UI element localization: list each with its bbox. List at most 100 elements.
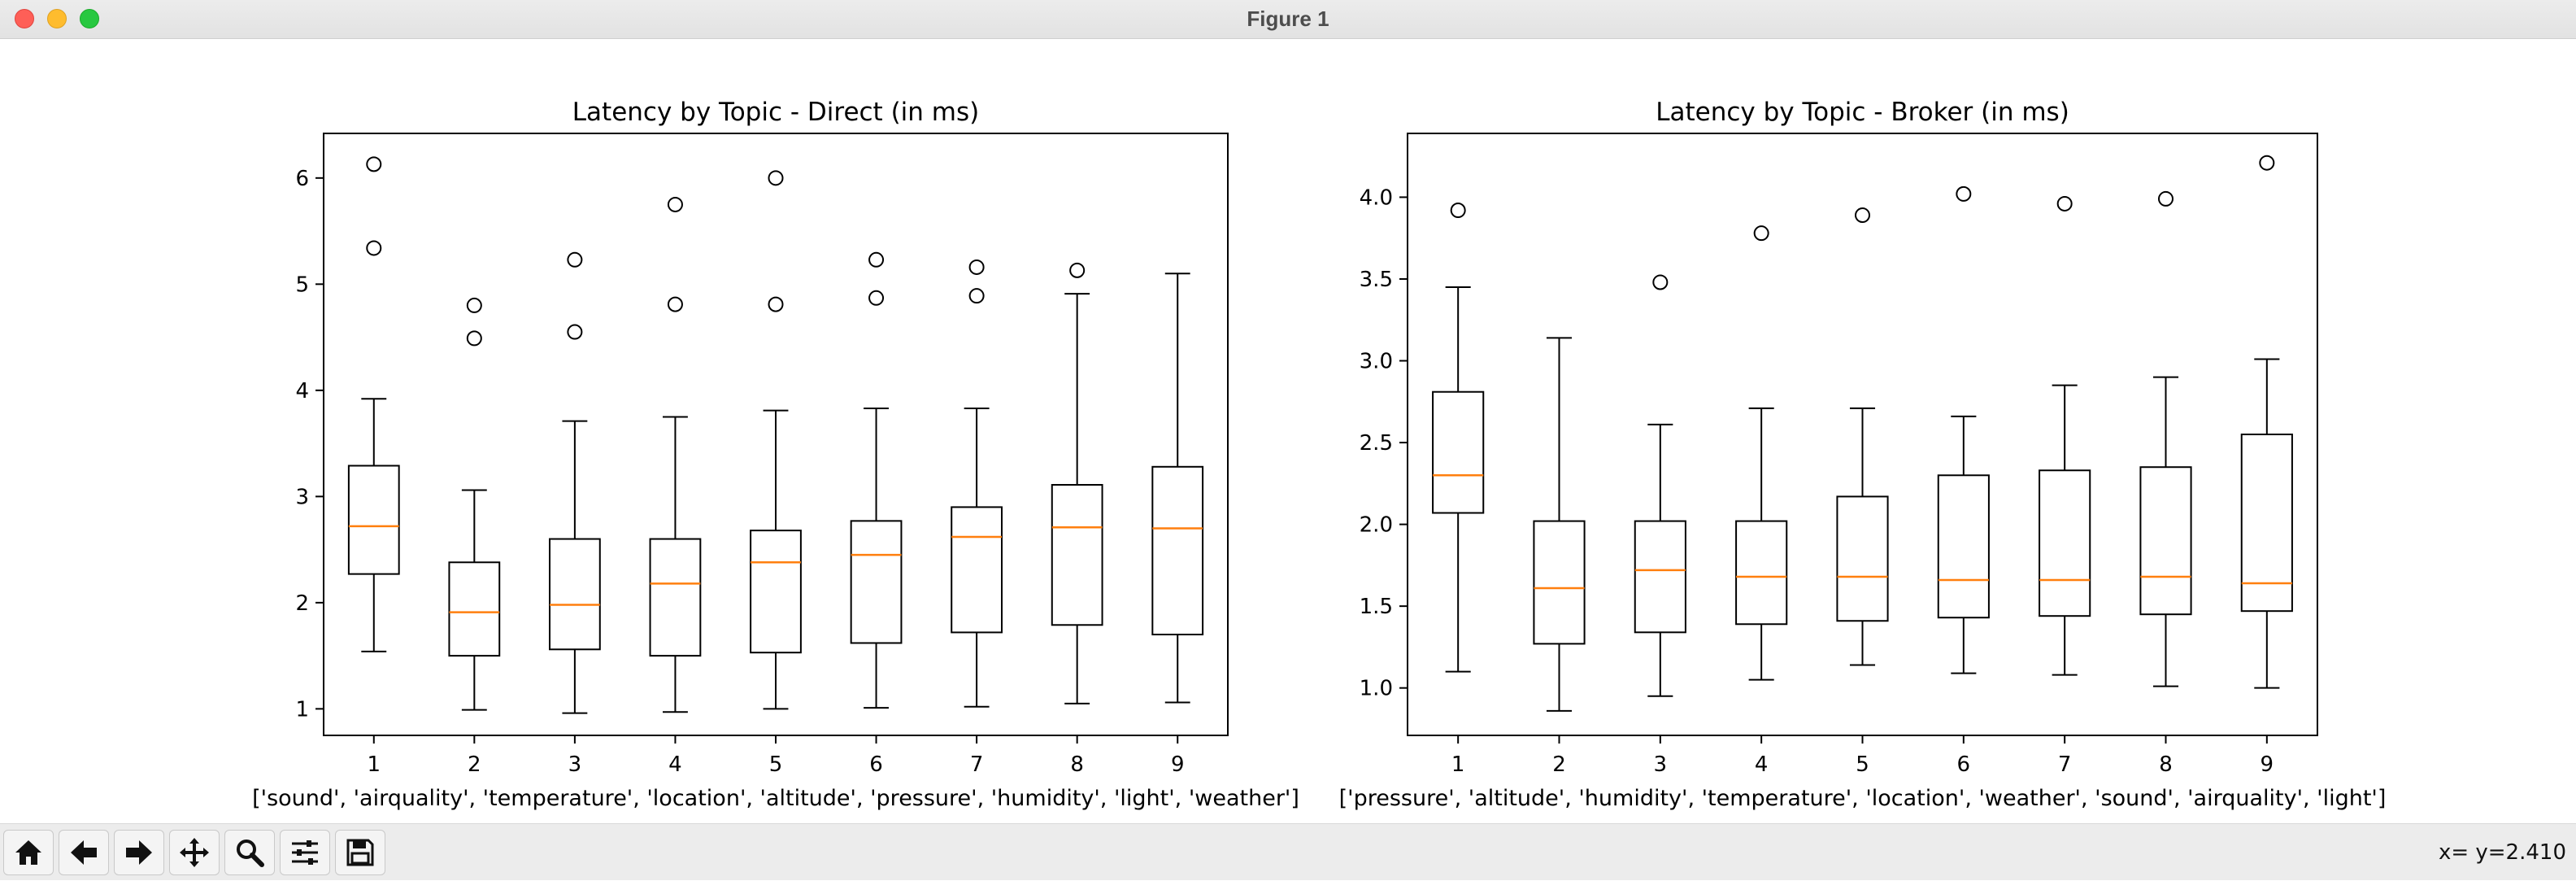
box-9 (2240, 155, 2293, 689)
box-iqr (2039, 469, 2091, 617)
x-tick-label: 7 (2058, 752, 2072, 777)
figure-canvas[interactable]: Latency by Topic - Direct (in ms) 1 2 3 4 5 6 1… (0, 39, 2576, 823)
box-iqr (1937, 474, 1990, 619)
box-iqr (750, 530, 802, 654)
window-title: Figure 1 (1247, 7, 1329, 31)
box-3 (1634, 274, 1686, 697)
chart-title: Latency by Topic - Direct (in ms) (572, 98, 979, 127)
x-tick-label: 3 (1654, 752, 1668, 777)
x-tick-label: 6 (1957, 752, 1971, 777)
save-button[interactable] (335, 830, 385, 875)
box-7 (2039, 195, 2091, 676)
navigation-toolbar: x= y=2.410 (0, 823, 2576, 880)
y-tick-label: 3.5 (1360, 268, 1393, 292)
outlier-point (2259, 155, 2275, 171)
x-tick-label: 8 (2159, 752, 2173, 777)
x-tick-label: 8 (1070, 752, 1084, 777)
x-axis-label: ['pressure', 'altitude', 'humidity', 'te… (1339, 786, 2387, 811)
outlier-point (768, 170, 784, 186)
window-titlebar: Figure 1 (0, 0, 2576, 39)
box-iqr (448, 561, 501, 657)
back-button[interactable] (59, 830, 109, 875)
x-tick-label: 7 (970, 752, 984, 777)
minimize-window-button[interactable] (47, 9, 67, 28)
x-tick-label: 4 (1755, 752, 1769, 777)
box-2 (1533, 337, 1586, 712)
x-tick-label: 9 (2261, 752, 2274, 777)
x-tick-label: 1 (368, 752, 381, 777)
x-tick-label: 2 (1552, 752, 1566, 777)
axes-1: Latency by Topic - Direct (in ms) 1 2 3 4 5 6 1… (252, 98, 1299, 811)
y-tick-label: 2.0 (1360, 513, 1393, 538)
box-4 (649, 196, 702, 713)
y-tick-label: 2 (295, 591, 309, 616)
zoom-icon (237, 840, 264, 867)
home-icon (15, 840, 41, 865)
outlier-point (2056, 195, 2073, 212)
outlier-point (1956, 185, 1972, 202)
box-5 (1836, 207, 1889, 666)
chart-title: Latency by Topic - Broker (in ms) (1656, 98, 2069, 127)
outlier-point (567, 251, 583, 268)
move-icon (180, 838, 209, 867)
outlier-point (868, 251, 885, 268)
x-tick-label: 4 (668, 752, 682, 777)
outlier-point (968, 259, 985, 275)
y-tick-label: 2.5 (1360, 431, 1393, 456)
box-iqr (850, 520, 903, 644)
box-8 (2139, 190, 2192, 687)
outlier-point (2158, 190, 2174, 207)
y-tick-label: 1.0 (1360, 677, 1393, 701)
outlier-point (968, 288, 985, 304)
box-iqr (1051, 483, 1103, 626)
outlier-point (1069, 262, 1086, 278)
save-icon (346, 839, 374, 866)
x-tick-label: 1 (1451, 752, 1465, 777)
axes-frame (323, 133, 1229, 736)
box-iqr (1151, 465, 1204, 636)
box-iqr (2240, 434, 2293, 613)
outlier-point (1450, 203, 1466, 219)
box-1 (1432, 203, 1485, 673)
close-window-button[interactable] (15, 9, 34, 28)
figure-svg: Latency by Topic - Direct (in ms) 1 2 3 4 5 6 1… (252, 98, 2387, 811)
zoom-window-button[interactable] (80, 9, 99, 28)
x-tick-label: 5 (769, 752, 783, 777)
sliders-icon (292, 840, 318, 865)
outlier-point (1753, 225, 1769, 242)
box-iqr (549, 538, 601, 651)
box-4 (1735, 225, 1788, 681)
y-tick-label: 3 (295, 485, 309, 509)
y-tick-label: 1.5 (1360, 595, 1393, 619)
outlier-point (366, 240, 382, 256)
outlier-point (366, 156, 382, 172)
outlier-point (768, 296, 784, 312)
cursor-coordinates: x= y=2.410 (2438, 840, 2566, 865)
y-tick-label: 4.0 (1360, 185, 1393, 210)
zoom-button[interactable] (224, 830, 275, 875)
box-iqr (1735, 520, 1788, 626)
y-tick-label: 6 (295, 167, 309, 191)
outlier-point (1652, 274, 1669, 290)
y-tick-label: 3.0 (1360, 350, 1393, 374)
arrow-left-icon (71, 840, 97, 865)
box-iqr (1634, 520, 1686, 634)
box-iqr (1432, 390, 1485, 514)
box-6 (850, 251, 903, 709)
outlier-point (868, 290, 885, 306)
pan-button[interactable] (169, 830, 220, 875)
configure-subplots-button[interactable] (280, 830, 330, 875)
forward-button[interactable] (114, 830, 164, 875)
y-tick-label: 1 (295, 697, 309, 722)
axes-2: Latency by Topic - Broker (in ms) 1.0 1.5 2… (1339, 98, 2387, 811)
outlier-point (567, 324, 583, 340)
box-1 (347, 156, 400, 652)
box-iqr (1533, 520, 1586, 645)
box-2 (448, 297, 501, 711)
outlier-point (466, 330, 482, 347)
home-button[interactable] (3, 830, 54, 875)
box-iqr (347, 464, 400, 575)
box-5 (750, 170, 802, 710)
x-tick-label: 3 (568, 752, 582, 777)
outlier-point (1855, 207, 1870, 224)
